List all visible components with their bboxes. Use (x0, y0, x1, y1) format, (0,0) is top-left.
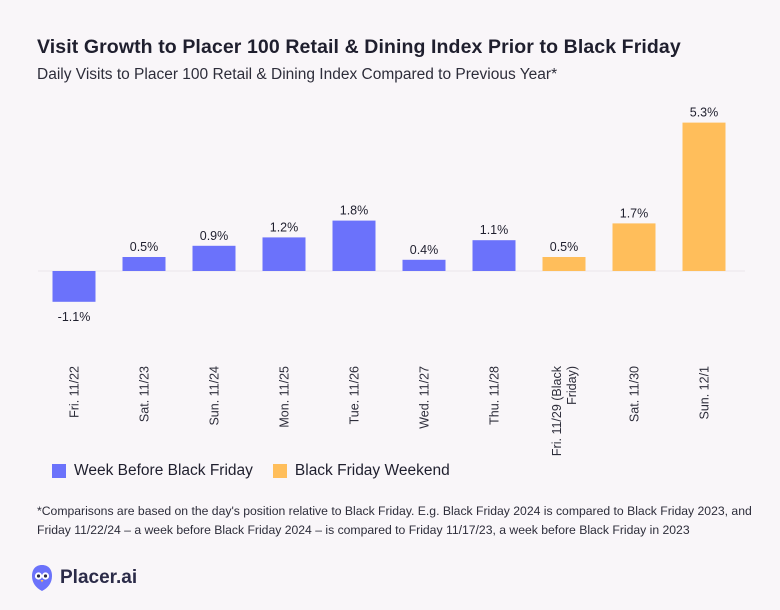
data-label-9: 5.3% (690, 106, 719, 120)
bar-9 (682, 122, 726, 271)
tick-label-3: Mon. 11/25 (278, 366, 292, 428)
legend-swatch-week-before (52, 464, 66, 478)
tick-label-9: Sun. 12/1 (698, 366, 712, 420)
legend-label-weekend: Black Friday Weekend (294, 462, 450, 479)
bar-chart: -1.1% Fri. 11/22 0.5% Sat. 11/23 0.9% Sun. 11… (38, 106, 745, 456)
legend-swatch-weekend (272, 464, 287, 478)
brand-logo: Placer.ai (31, 564, 137, 592)
data-label-0: -1.1% (58, 310, 91, 324)
tick-label-1: Sat. 11/23 (138, 366, 152, 422)
bar-5 (402, 259, 446, 271)
legend: Week Before Black Friday Black Friday We… (52, 462, 470, 480)
bar-0 (52, 271, 96, 302)
tick-label-4: Tue. 11/26 (348, 366, 362, 424)
bar-3 (262, 237, 306, 271)
bar-7 (542, 257, 586, 271)
data-label-7: 0.5% (550, 240, 579, 254)
legend-item-weekend: Black Friday Weekend (272, 462, 450, 480)
data-label-8: 1.7% (620, 206, 649, 220)
data-label-1: 0.5% (130, 240, 159, 254)
brand-name: Placer.ai (60, 567, 138, 588)
tick-label-6: Thu. 11/28 (488, 366, 502, 425)
bar-8 (612, 223, 656, 271)
footnote: *Comparisons are based on the day's posi… (37, 504, 752, 537)
tick-label-2: Sun. 11/24 (208, 366, 222, 426)
data-label-3: 1.2% (270, 220, 299, 234)
tick-label-8: Sat. 11/30 (628, 366, 642, 422)
data-label-6: 1.1% (480, 223, 509, 237)
bar-1 (122, 257, 166, 271)
chart-subtitle: Daily Visits to Placer 100 Retail & Dini… (37, 66, 558, 83)
legend-item-week-before: Week Before Black Friday (52, 462, 253, 480)
bar-2 (192, 245, 236, 271)
data-label-2: 0.9% (200, 229, 229, 243)
data-label-5: 0.4% (410, 243, 439, 257)
chart-title: Visit Growth to Placer 100 Retail & Dini… (37, 36, 681, 58)
placer-owl-icon (32, 565, 52, 591)
legend-label-week-before: Week Before Black Friday (74, 462, 253, 479)
tick-label-0: Fri. 11/22 (68, 366, 82, 418)
bar-4 (332, 220, 376, 271)
data-label-4: 1.8% (340, 204, 369, 218)
tick-label-5: Wed. 11/27 (418, 366, 432, 429)
tick-label-7: Fri. 11/29 (BlackFriday) (550, 365, 579, 456)
bar-6 (472, 240, 516, 271)
